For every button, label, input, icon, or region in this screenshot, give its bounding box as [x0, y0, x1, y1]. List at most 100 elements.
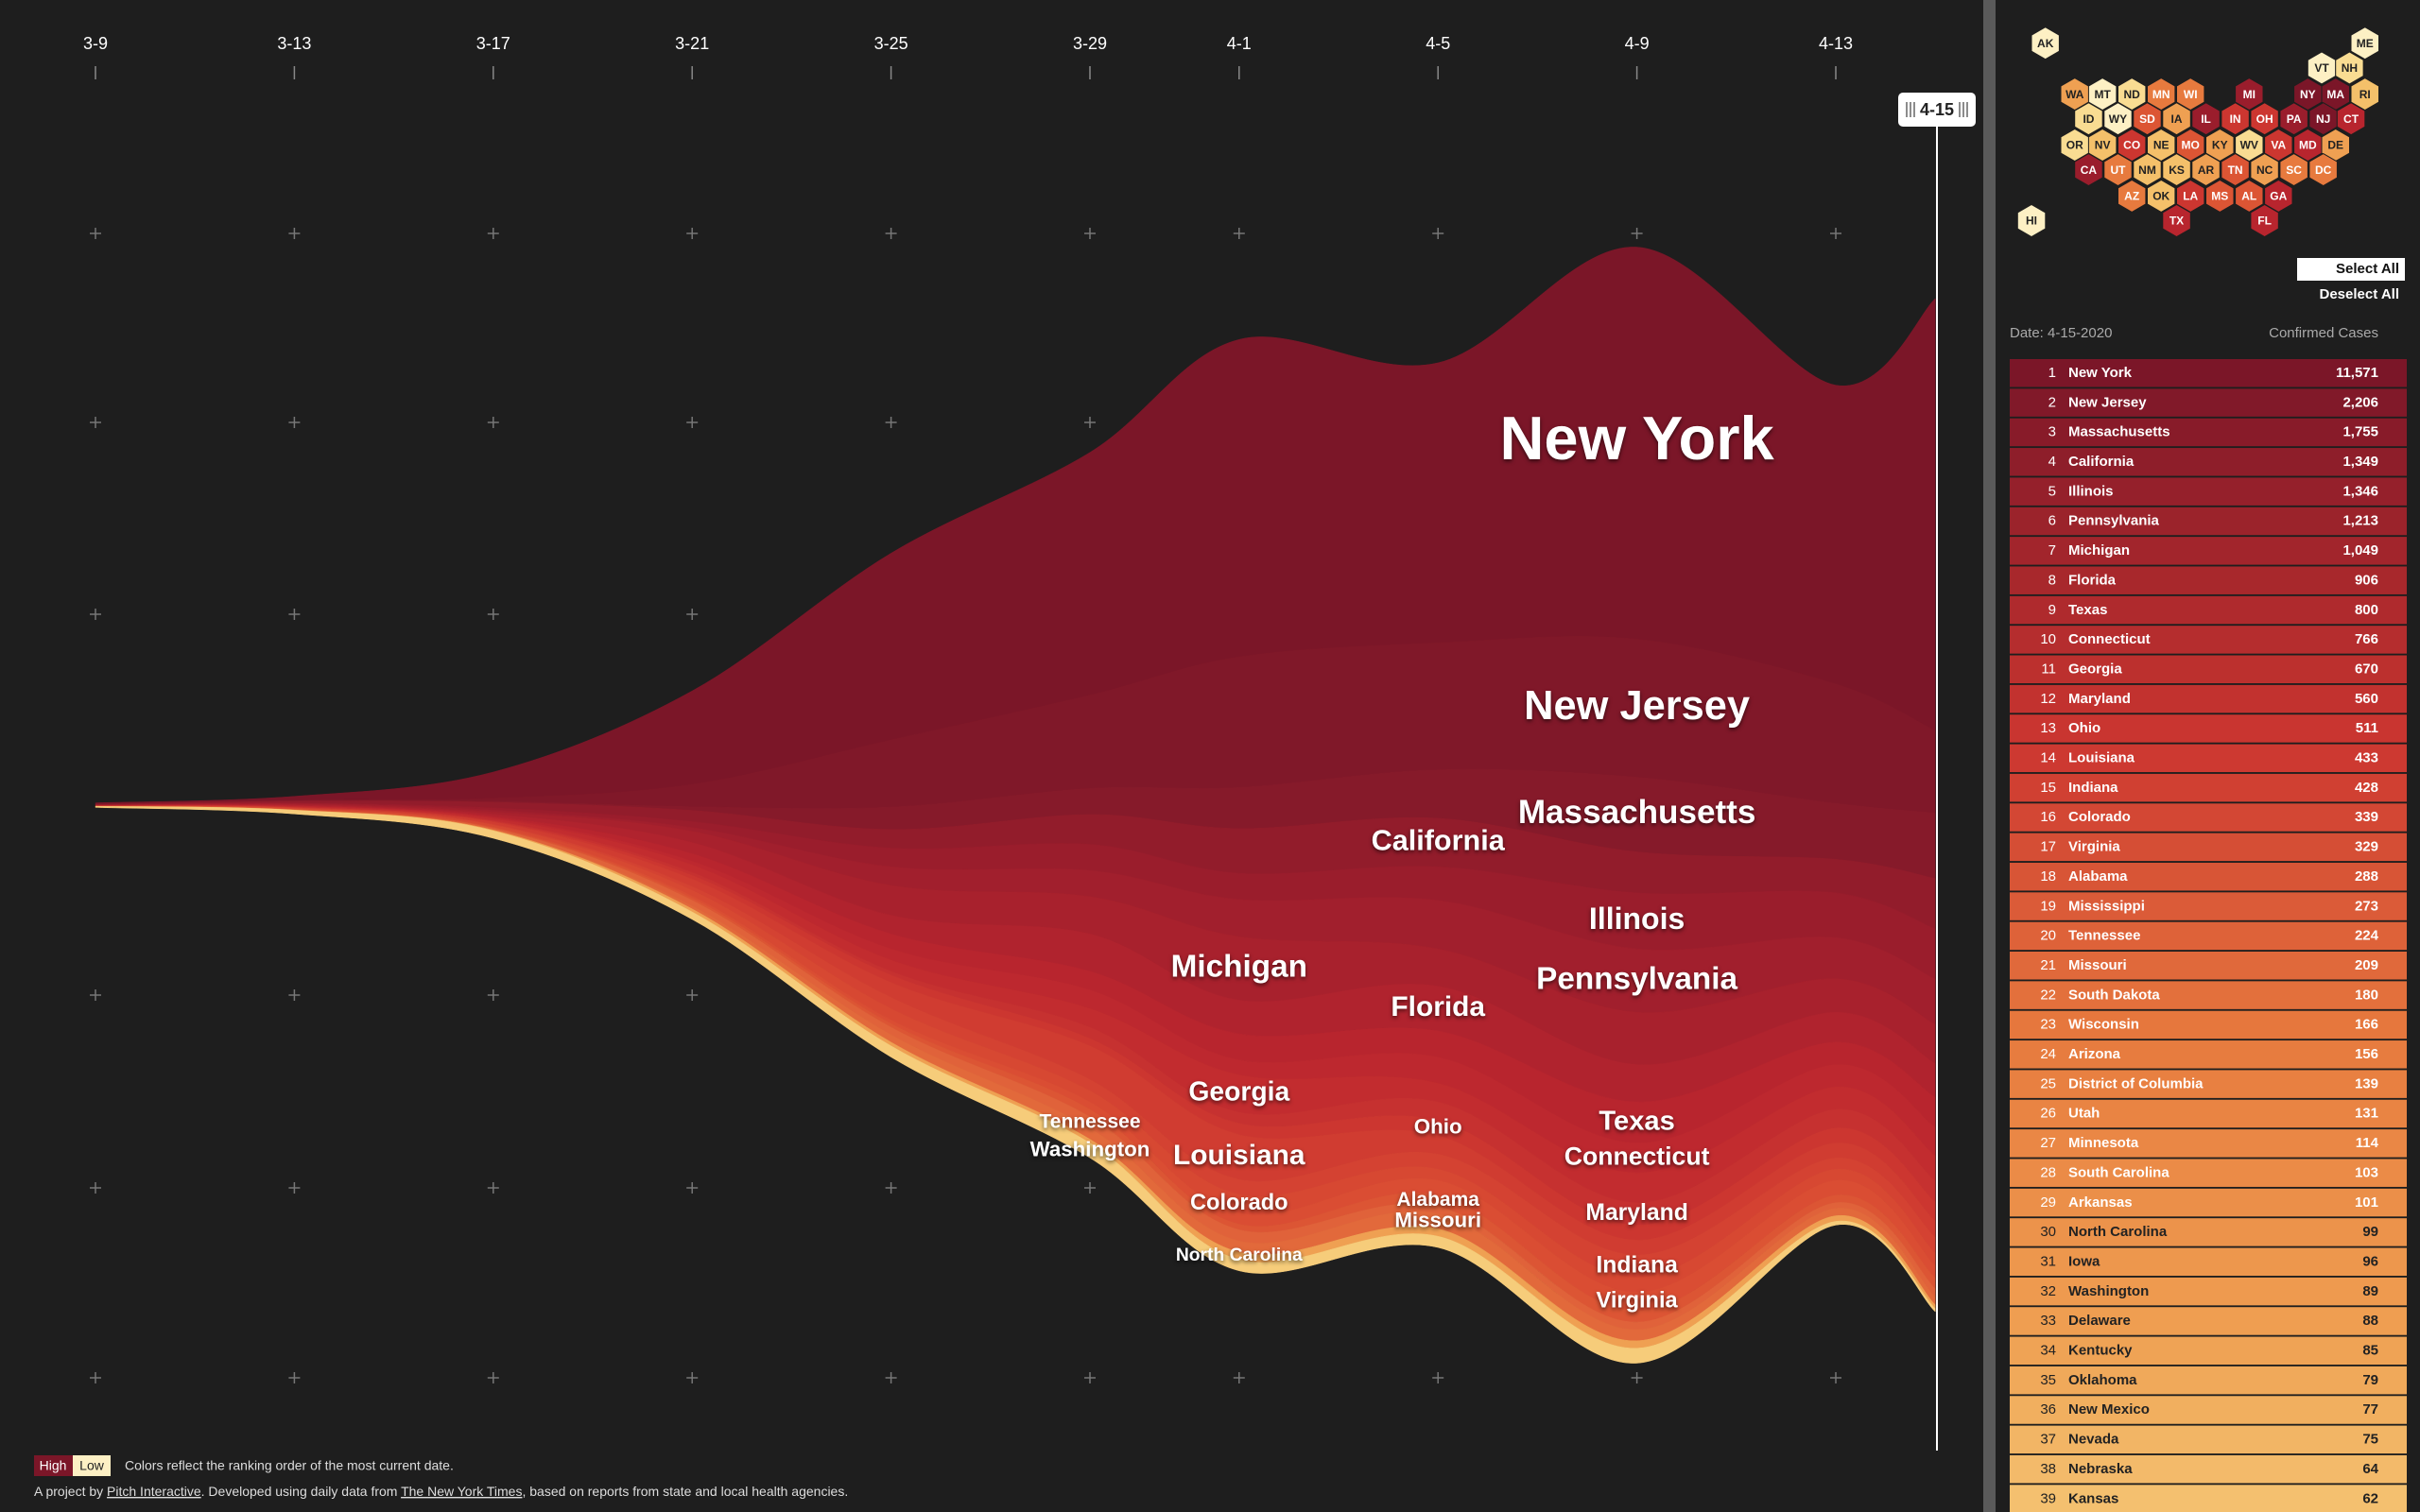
state-hex[interactable]	[2250, 153, 2279, 187]
table-row[interactable]	[2010, 1099, 2407, 1128]
table-row[interactable]	[2010, 773, 2407, 802]
select-all-label[interactable]: Select All	[2336, 261, 2399, 277]
state-abbr[interactable]: LA	[2183, 190, 2198, 203]
table-row[interactable]	[2010, 952, 2407, 980]
table-row[interactable]	[2010, 566, 2407, 594]
state-abbr[interactable]: NH	[2342, 61, 2358, 75]
state-abbr[interactable]: IA	[2171, 112, 2183, 126]
state-abbr[interactable]: NE	[2153, 139, 2169, 152]
table-row[interactable]	[2010, 595, 2407, 625]
state-hex[interactable]	[2147, 179, 2176, 213]
state-hex[interactable]	[2133, 153, 2162, 187]
table-row[interactable]	[2010, 1366, 2407, 1395]
state-hex[interactable]	[2147, 128, 2176, 163]
table-row[interactable]	[2010, 1129, 2407, 1158]
state-hex[interactable]	[2162, 203, 2191, 238]
table-row[interactable]	[2010, 359, 2407, 387]
state-hex[interactable]	[2336, 102, 2366, 136]
divider[interactable]	[1983, 0, 1996, 1512]
state-hex[interactable]	[2074, 102, 2103, 136]
state-abbr[interactable]: HI	[2026, 215, 2037, 228]
state-abbr[interactable]: NY	[2300, 88, 2316, 101]
deselect-all-button[interactable]: Deselect All	[2320, 286, 2400, 302]
table-row[interactable]	[2010, 655, 2407, 684]
table-row[interactable]	[2010, 1159, 2407, 1187]
table-row[interactable]	[2010, 477, 2407, 506]
state-hex[interactable]	[2118, 77, 2147, 112]
state-abbr[interactable]: KS	[2169, 163, 2185, 177]
state-hex[interactable]	[2235, 77, 2264, 112]
state-abbr[interactable]: TX	[2169, 215, 2184, 228]
table-row[interactable]	[2010, 448, 2407, 476]
state-abbr[interactable]: PA	[2287, 112, 2302, 126]
state-hex[interactable]	[2221, 153, 2250, 187]
state-hex[interactable]	[2016, 203, 2047, 238]
table-row[interactable]	[2010, 921, 2407, 951]
table-row[interactable]	[2010, 626, 2407, 654]
select-all-button[interactable]	[2297, 258, 2405, 281]
state-abbr[interactable]: VT	[2314, 61, 2329, 75]
state-hex[interactable]	[2221, 102, 2250, 136]
table-row[interactable]	[2010, 507, 2407, 536]
table-row[interactable]	[2010, 1247, 2407, 1277]
state-abbr[interactable]: MD	[2299, 139, 2317, 152]
state-abbr[interactable]: CT	[2343, 112, 2360, 126]
state-abbr[interactable]: IN	[2230, 112, 2241, 126]
state-abbr[interactable]: OR	[2066, 139, 2083, 152]
table-row[interactable]	[2010, 1307, 2407, 1335]
state-abbr[interactable]: SC	[2286, 163, 2302, 177]
state-hex[interactable]	[2235, 128, 2264, 163]
state-hex[interactable]	[2191, 153, 2221, 187]
date-marker[interactable]: 4-15	[1898, 93, 1976, 1451]
state-hex[interactable]	[2250, 102, 2279, 136]
state-abbr[interactable]: DC	[2315, 163, 2332, 177]
state-abbr[interactable]: UT	[2110, 163, 2126, 177]
state-abbr[interactable]: MO	[2182, 139, 2200, 152]
state-abbr[interactable]: ID	[2083, 112, 2094, 126]
state-hex[interactable]	[2074, 153, 2103, 187]
state-hex[interactable]	[2133, 102, 2162, 136]
state-abbr[interactable]: TN	[2228, 163, 2243, 177]
state-abbr[interactable]: MI	[2243, 88, 2256, 101]
state-abbr[interactable]: OK	[2152, 190, 2169, 203]
state-abbr[interactable]: OH	[2256, 112, 2273, 126]
state-abbr[interactable]: WA	[2066, 88, 2084, 101]
marker-box[interactable]	[1898, 93, 1976, 127]
state-hex[interactable]	[2162, 102, 2191, 136]
state-abbr[interactable]: KY	[2212, 139, 2228, 152]
state-abbr[interactable]: AR	[2198, 163, 2215, 177]
state-abbr[interactable]: CA	[2081, 163, 2098, 177]
table-row[interactable]	[2010, 1218, 2407, 1246]
table-row[interactable]	[2010, 1485, 2407, 1512]
state-hex[interactable]	[2103, 102, 2133, 136]
table-row[interactable]	[2010, 1396, 2407, 1424]
state-hex[interactable]	[2118, 179, 2147, 213]
state-hex[interactable]	[2118, 128, 2147, 163]
table-row[interactable]	[2010, 537, 2407, 565]
state-hex[interactable]	[2335, 51, 2364, 85]
table-row[interactable]	[2010, 1425, 2407, 1454]
state-hex[interactable]	[2308, 153, 2338, 187]
state-hex[interactable]	[2147, 77, 2176, 112]
state-abbr[interactable]: NV	[2095, 139, 2111, 152]
table-row[interactable]	[2010, 892, 2407, 920]
table-row[interactable]	[2010, 744, 2407, 773]
state-abbr[interactable]: MT	[2094, 88, 2111, 101]
state-abbr[interactable]: DE	[2327, 139, 2343, 152]
state-hex[interactable]	[2031, 26, 2060, 60]
state-hex[interactable]	[2264, 179, 2293, 213]
state-abbr[interactable]: NJ	[2316, 112, 2330, 126]
table-row[interactable]	[2010, 388, 2407, 417]
state-abbr[interactable]: CO	[2123, 139, 2140, 152]
state-abbr[interactable]: MN	[2152, 88, 2170, 101]
table-row[interactable]	[2010, 833, 2407, 862]
state-abbr[interactable]: WV	[2240, 139, 2258, 152]
state-abbr[interactable]: WY	[2109, 112, 2127, 126]
credit-link[interactable]: Pitch Interactive	[107, 1484, 201, 1499]
state-hex[interactable]	[2279, 153, 2308, 187]
table-row[interactable]	[2010, 862, 2407, 891]
table-row[interactable]	[2010, 981, 2407, 1009]
table-row[interactable]	[2010, 418, 2407, 447]
state-abbr[interactable]: AK	[2037, 37, 2054, 50]
state-abbr[interactable]: SD	[2139, 112, 2155, 126]
